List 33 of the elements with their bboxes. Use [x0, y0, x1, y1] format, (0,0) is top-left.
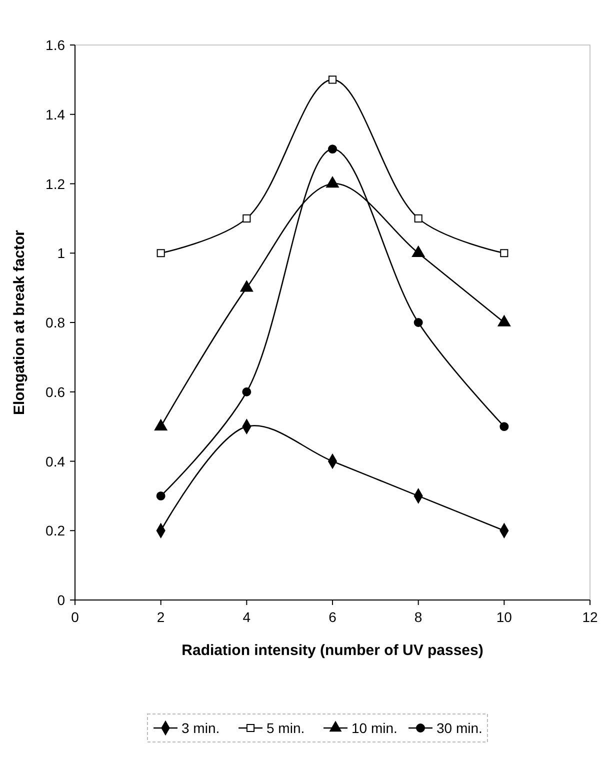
y-tick-label: 0.6: [46, 384, 66, 400]
legend-label: 10 min.: [352, 720, 398, 736]
y-tick-label: 1.4: [46, 106, 66, 122]
y-tick-label: 0.8: [46, 314, 66, 330]
x-tick-label: 6: [328, 609, 337, 625]
point: [414, 214, 422, 222]
point: [414, 318, 423, 327]
point: [328, 144, 337, 154]
x-tick-label: 0: [71, 609, 80, 625]
y-tick-label: 0.2: [46, 522, 66, 539]
y-tick-label: 1.6: [46, 37, 66, 53]
x-tick-label: 10: [496, 609, 512, 625]
point: [240, 280, 254, 292]
point: [242, 387, 252, 396]
x-tick-label: 2: [156, 609, 165, 625]
point: [156, 491, 166, 500]
x-tick-label: 12: [582, 609, 598, 625]
legend-label: 5 min.: [266, 720, 305, 736]
point: [500, 422, 509, 432]
legend-label: 3 min.: [182, 720, 220, 736]
point: [500, 249, 508, 258]
x-axis-title: Radiation intensity (number of UV passes): [182, 642, 484, 659]
point: [156, 249, 165, 258]
point: [328, 76, 337, 84]
y-tick-label: 1: [57, 245, 66, 262]
point: [242, 214, 251, 222]
y-tick-label: 1.2: [46, 176, 66, 192]
y-tick-label: 0: [57, 592, 66, 608]
x-tick-label: 4: [242, 609, 251, 625]
legend-label: 30 min.: [436, 720, 482, 736]
y-tick-label: 0.4: [46, 453, 66, 470]
y-axis-title: Elongation at break factor: [11, 230, 28, 416]
x-tick-label: 8: [414, 609, 422, 625]
